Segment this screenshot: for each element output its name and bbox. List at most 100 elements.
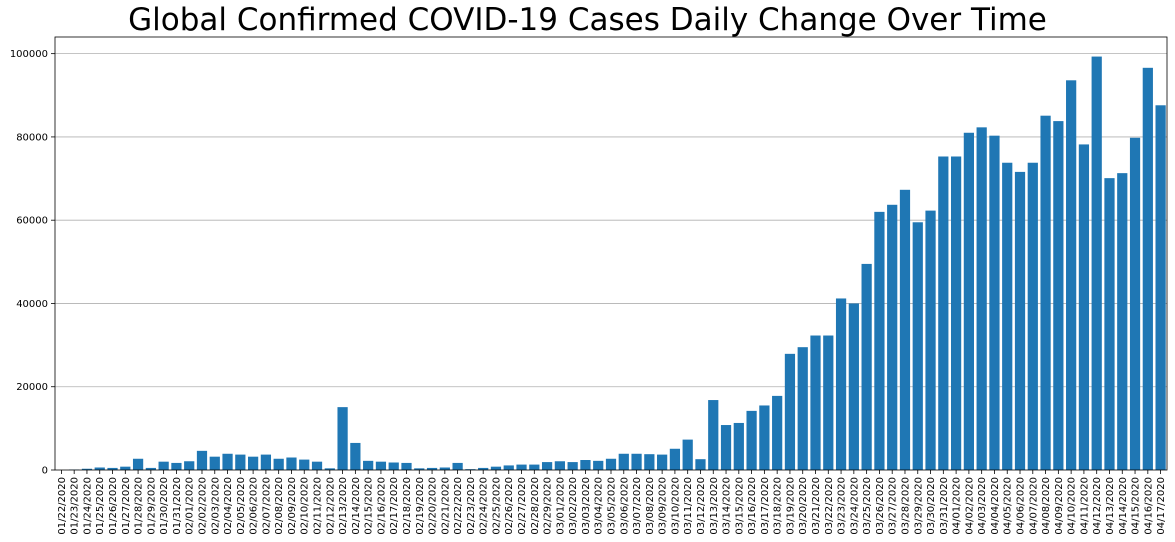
bar (1091, 56, 1102, 470)
axes (51, 36, 1168, 474)
bar (541, 462, 553, 470)
x-tick-label: 02/14/2020 (351, 477, 362, 535)
bar (772, 395, 783, 470)
bar (835, 298, 847, 470)
x-tick-label: 02/24/2020 (479, 477, 490, 535)
x-tick-label: 04/14/2020 (1118, 477, 1129, 535)
bar (132, 458, 144, 470)
x-tick-label: 02/15/2020 (364, 477, 375, 535)
x-tick-label: 03/21/2020 (811, 477, 822, 535)
bar (235, 454, 246, 470)
bar (899, 189, 911, 470)
bar (363, 460, 374, 470)
bar (196, 450, 208, 470)
bar (861, 263, 872, 470)
bar (593, 460, 604, 470)
x-tick-label: 02/09/2020 (287, 477, 298, 535)
x-tick-label: 04/04/2020 (990, 477, 1001, 535)
bar (414, 468, 425, 470)
x-tick-label: 03/23/2020 (837, 477, 848, 535)
bar (1040, 115, 1051, 470)
x-tick-label: 02/23/2020 (466, 477, 477, 535)
x-tick-label: 02/25/2020 (491, 477, 502, 535)
bar (529, 464, 540, 470)
x-tick-label: 02/03/2020 (210, 477, 221, 535)
bar (299, 459, 310, 470)
x-tick-label: 04/11/2020 (1079, 477, 1090, 535)
bar (452, 462, 463, 470)
x-tick-label: 01/24/2020 (82, 477, 93, 535)
bar (810, 335, 821, 470)
bar (644, 454, 655, 470)
bar (1014, 171, 1026, 470)
y-tick-label: 100000 (10, 49, 48, 60)
bar (478, 467, 489, 470)
x-tick-label: 02/16/2020 (376, 477, 387, 535)
bar (1066, 80, 1077, 471)
y-tick-labels: 0 20000 40000 60000 80000 100000 (10, 49, 48, 476)
bar (286, 457, 297, 470)
bar (171, 462, 182, 470)
x-tick-label: 02/17/2020 (389, 477, 400, 535)
bar (1129, 137, 1141, 470)
y-tick-label: 0 (42, 466, 48, 477)
bar (94, 467, 105, 470)
bar (912, 222, 923, 470)
x-tick-label: 04/07/2020 (1028, 477, 1039, 535)
bar (184, 461, 195, 470)
x-tick-label: 02/13/2020 (338, 477, 349, 535)
gridlines (55, 53, 1167, 388)
x-tick-label: 03/30/2020 (926, 477, 937, 535)
x-tick-label: 02/02/2020 (197, 477, 208, 535)
x-tick-label: 04/12/2020 (1092, 477, 1103, 535)
x-tick-label: 03/14/2020 (722, 477, 733, 535)
bar (797, 347, 808, 470)
bar (874, 211, 885, 470)
bar (145, 467, 156, 470)
bar (784, 353, 796, 470)
y-tick-label: 80000 (16, 132, 48, 143)
bar (1117, 173, 1128, 470)
chart-title: Global Confirmed COVID-19 Cases Daily Ch… (128, 2, 1047, 38)
x-tick-label: 03/02/2020 (568, 477, 579, 535)
bar (1142, 67, 1153, 470)
x-tick-label: 03/27/2020 (888, 477, 899, 535)
bar (248, 456, 259, 470)
bar (107, 467, 118, 470)
x-tick-label: 03/01/2020 (555, 477, 566, 535)
x-tick-label: 03/09/2020 (658, 477, 669, 535)
x-tick-label: 03/25/2020 (862, 477, 873, 535)
x-tick-label: 01/30/2020 (159, 477, 170, 535)
bar (746, 410, 757, 470)
x-tick-label: 03/28/2020 (900, 477, 911, 535)
x-tick-label: 04/17/2020 (1156, 477, 1167, 535)
y-tick-label: 60000 (16, 216, 48, 227)
bar (733, 422, 744, 470)
x-tick-label: 01/29/2020 (146, 477, 157, 535)
bar (1002, 162, 1013, 470)
x-tick-label: 01/28/2020 (134, 477, 145, 535)
x-tick-label: 02/11/2020 (313, 477, 324, 535)
x-tick-label: 04/10/2020 (1067, 477, 1078, 535)
x-tick-label: 03/17/2020 (760, 477, 771, 535)
bar (260, 454, 272, 470)
bar (708, 400, 719, 470)
bar (516, 464, 527, 470)
bar (465, 469, 476, 470)
bar (605, 458, 617, 470)
x-tick-label: 04/06/2020 (1016, 477, 1027, 535)
bars (69, 56, 1166, 471)
x-tick-label: 03/10/2020 (670, 477, 681, 535)
x-tick-label: 03/31/2020 (939, 477, 950, 535)
bar (682, 439, 693, 470)
bar (848, 303, 859, 470)
x-tick-label: 03/08/2020 (645, 477, 656, 535)
x-tick-label: 02/28/2020 (530, 477, 541, 535)
x-tick-label: 01/27/2020 (121, 477, 132, 535)
x-tick-label: 01/22/2020 (57, 477, 68, 535)
x-tick-label: 03/29/2020 (913, 477, 924, 535)
bar (669, 448, 681, 470)
bar (618, 453, 629, 470)
x-tick-label: 04/01/2020 (952, 477, 963, 535)
